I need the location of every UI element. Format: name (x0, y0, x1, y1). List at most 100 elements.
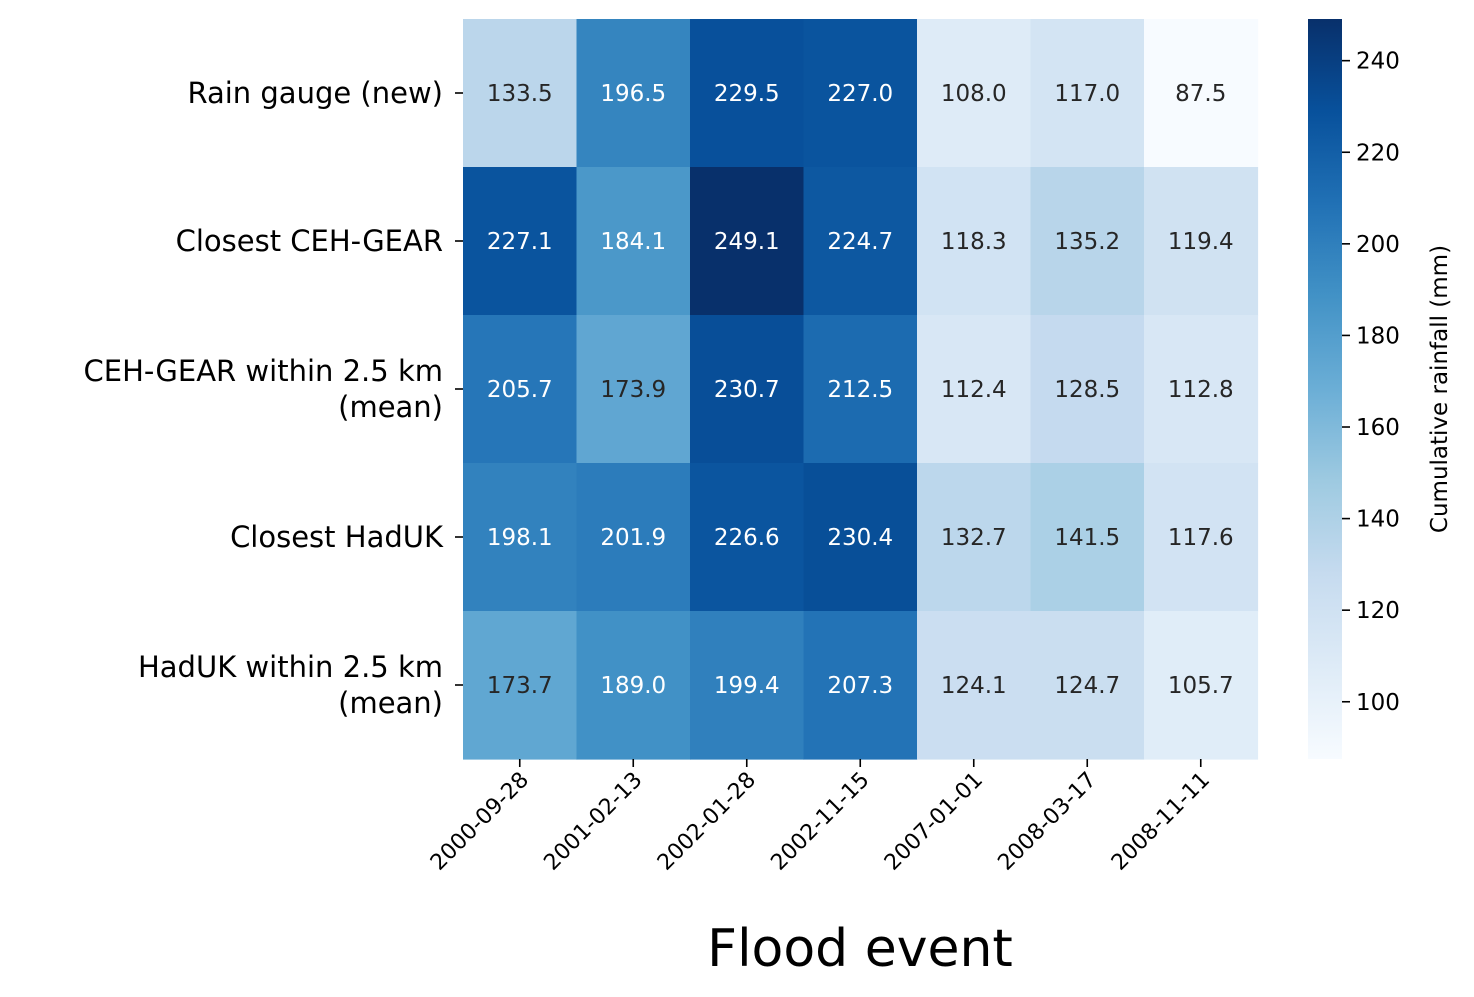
cell-value-label: 205.7 (487, 377, 553, 403)
cell-value-label: 173.7 (487, 673, 553, 699)
heatmap-cell (917, 19, 1032, 168)
heatmap-cell (803, 19, 918, 168)
cell-value-label: 124.7 (1054, 673, 1120, 699)
cell-value-label: 112.4 (941, 377, 1007, 403)
cell-value-label: 249.1 (714, 229, 780, 255)
cell-value-label: 173.9 (600, 377, 666, 403)
heatmap-cells: 133.5 196.5 229.5 227.0 108.0 117.0 87.5 227.1 1… (463, 19, 1259, 760)
heatmap-cell (690, 611, 805, 760)
cell-value-label: 230.4 (827, 525, 893, 551)
colorbar-tick-label: 140 (1356, 507, 1400, 533)
cell-value-label: 117.0 (1054, 81, 1120, 107)
y-tick-label: Closest CEH-GEAR (176, 224, 443, 258)
x-axis-label: Flood event (707, 919, 1013, 979)
x-tick-label: 2002-01-28 (653, 768, 761, 876)
y-tick-label: CEH-GEAR within 2.5 km (84, 354, 443, 388)
cell-value-label: 230.7 (714, 377, 780, 403)
heatmap-cell (1030, 463, 1145, 612)
heatmap-cell (803, 463, 918, 612)
colorbar-tick-label: 200 (1356, 232, 1400, 258)
heatmap-cell (690, 167, 805, 316)
cell-value-label: 224.7 (827, 229, 893, 255)
heatmap-cell (690, 463, 805, 612)
x-tick-label: 2001-02-13 (539, 768, 647, 876)
colorbar-tick-label: 120 (1356, 598, 1400, 624)
cell-value-label: 207.3 (827, 673, 893, 699)
cell-value-label: 119.4 (1168, 229, 1234, 255)
cell-value-label: 227.0 (827, 81, 893, 107)
heatmap-cell (576, 611, 691, 760)
colorbar-tick-label: 160 (1356, 415, 1400, 441)
heatmap-cell (576, 167, 691, 316)
heatmap-cell (1144, 463, 1259, 612)
colorbar-tick-label: 220 (1356, 140, 1400, 166)
cell-value-label: 118.3 (941, 229, 1007, 255)
y-axis: Rain gauge (new) Closest CEH-GEAR CEH-GEAR… (84, 76, 463, 720)
cell-value-label: 108.0 (941, 81, 1007, 107)
heatmap-cell (803, 315, 918, 464)
heatmap-cell (917, 167, 1032, 316)
heatmap-cell (917, 463, 1032, 612)
colorbar-gradient (1308, 19, 1342, 759)
y-tick-label: HadUK within 2.5 km (138, 650, 443, 684)
heatmap-cell (1030, 315, 1145, 464)
heatmap-cell (917, 315, 1032, 464)
x-tick-label: 2008-03-17 (993, 768, 1101, 876)
colorbar-tick-label: 180 (1356, 323, 1400, 349)
colorbar-label: Cumulative rainfall (mm) (1427, 245, 1453, 533)
cell-value-label: 117.6 (1168, 525, 1234, 551)
heatmap-cell (690, 315, 805, 464)
cell-value-label: 198.1 (487, 525, 553, 551)
cell-value-label: 201.9 (600, 525, 666, 551)
heatmap-cell (1144, 611, 1259, 760)
heatmap-cell (576, 19, 691, 168)
heatmap-cell (463, 463, 578, 612)
heatmap-cell (917, 611, 1032, 760)
y-tick-label: (mean) (338, 686, 443, 720)
colorbar-ticks: 100 120 140 160 180 200 220 240 (1342, 49, 1400, 716)
x-tick-label: 2000-09-28 (426, 768, 534, 876)
heatmap-cell (463, 611, 578, 760)
heatmap-cell (690, 19, 805, 168)
heatmap-cell (1144, 315, 1259, 464)
heatmap-cell (463, 315, 578, 464)
heatmap-cell (463, 167, 578, 316)
cell-value-label: 133.5 (487, 81, 553, 107)
cell-value-label: 124.1 (941, 673, 1007, 699)
heatmap-cell (463, 19, 578, 168)
cell-value-label: 199.4 (714, 673, 780, 699)
cell-value-label: 128.5 (1054, 377, 1120, 403)
cell-value-label: 229.5 (714, 81, 780, 107)
cell-value-label: 227.1 (487, 229, 553, 255)
heatmap-cell (1030, 19, 1145, 168)
y-tick-label: Closest HadUK (230, 520, 444, 554)
heatmap-cell (576, 463, 691, 612)
cell-value-label: 135.2 (1054, 229, 1120, 255)
x-tick-label: 2008-11-11 (1107, 768, 1215, 876)
heatmap-cell (576, 315, 691, 464)
heatmap-cell (1030, 611, 1145, 760)
cell-value-label: 105.7 (1168, 673, 1234, 699)
cell-value-label: 87.5 (1175, 81, 1226, 107)
cell-value-label: 112.8 (1168, 377, 1234, 403)
y-tick-label: Rain gauge (new) (187, 76, 443, 110)
x-tick-label: 2007-01-01 (880, 768, 988, 876)
colorbar: 100 120 140 160 180 200 220 240 Cumulative rain… (1308, 19, 1453, 759)
heatmap-cell (803, 167, 918, 316)
cell-value-label: 189.0 (600, 673, 666, 699)
cell-value-label: 132.7 (941, 525, 1007, 551)
cell-value-label: 226.6 (714, 525, 780, 551)
y-tick-label: (mean) (338, 390, 443, 424)
cell-value-label: 184.1 (600, 229, 666, 255)
x-axis: 2000-09-28 2001-02-13 2002-01-28 2002-11-15… (426, 759, 1215, 876)
heatmap-cell (1030, 167, 1145, 316)
colorbar-tick-label: 100 (1356, 690, 1400, 716)
heatmap-cell (1144, 167, 1259, 316)
cell-value-label: 141.5 (1054, 525, 1120, 551)
x-tick-label: 2002-11-15 (766, 768, 874, 876)
heatmap-cell (803, 611, 918, 760)
colorbar-tick-label: 240 (1356, 49, 1400, 75)
cell-value-label: 196.5 (600, 81, 666, 107)
heatmap-cell (1144, 19, 1259, 168)
